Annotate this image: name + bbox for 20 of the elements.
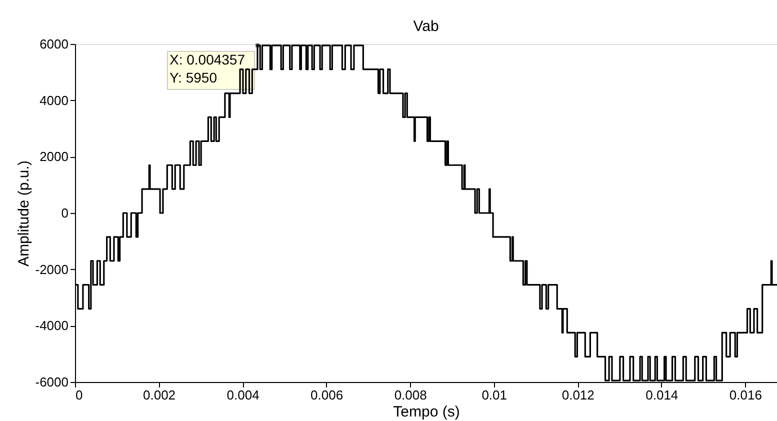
annotation: X: 0.004357 Y: 5950: [169, 51, 246, 86]
x-tick-label: 0.01: [482, 388, 508, 402]
y-tick-label: 6000: [40, 36, 68, 52]
y-tick-label: -6000: [35, 374, 68, 390]
y-tick-label: -4000: [35, 318, 68, 334]
x-axis-title: Tempo (s): [393, 404, 460, 420]
x-tick-label: 0.008: [394, 388, 427, 402]
y-tick-label: 0: [61, 206, 68, 220]
y-tick-label: 2000: [40, 149, 68, 164]
x-tick-label: 0.004: [226, 388, 260, 402]
y-tick-label: 4000: [40, 92, 68, 108]
chart-title: Vab: [413, 18, 439, 35]
x-tick-label: 0: [76, 388, 83, 402]
x-tick-label: 0.012: [562, 388, 594, 402]
x-tick-label: 0.006: [310, 388, 344, 402]
y-axis-title: Amplitude (p.u.): [15, 160, 32, 266]
x-tick-label: 0.014: [646, 388, 678, 402]
x-tick-label: 0.002: [142, 388, 176, 402]
y-tick-label: -2000: [35, 262, 68, 277]
x-tick-label: 0.016: [729, 388, 762, 402]
